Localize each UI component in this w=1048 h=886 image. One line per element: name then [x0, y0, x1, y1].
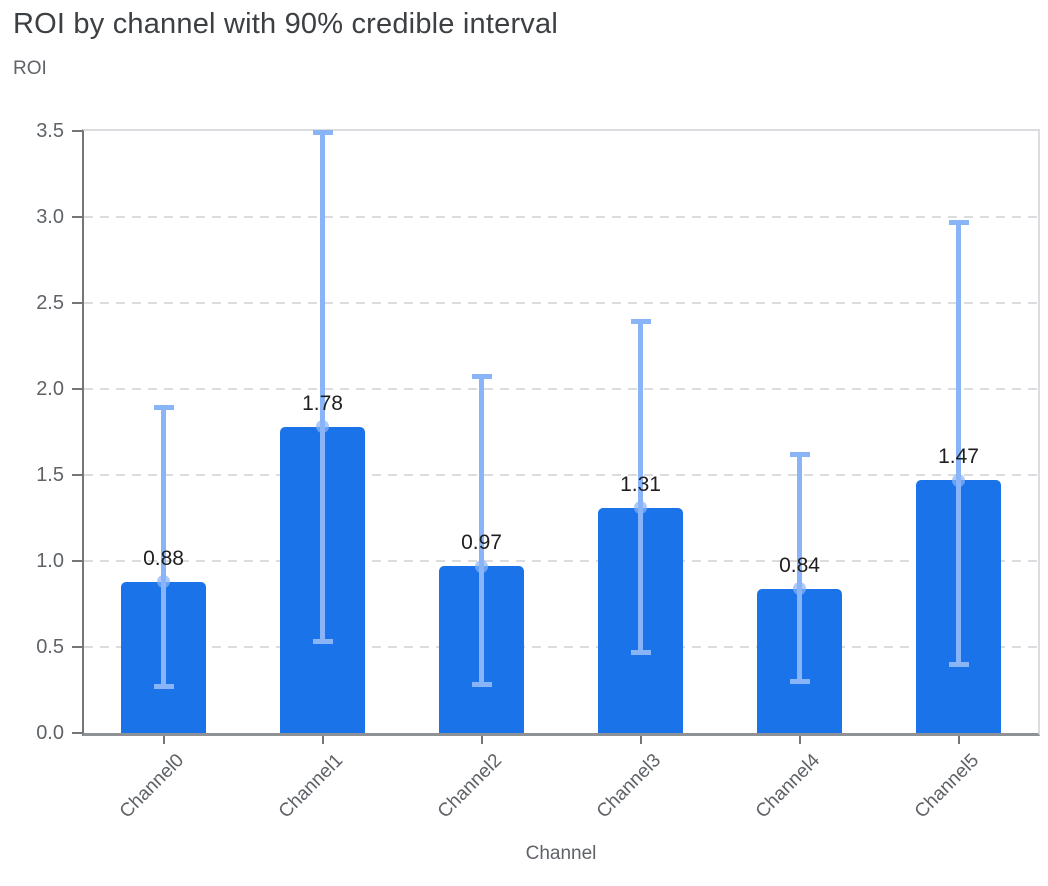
error-cap-top: [471, 374, 492, 380]
x-axis-tick: [480, 736, 483, 744]
chart-title: ROI by channel with 90% credible interva…: [13, 8, 558, 40]
mean-dot: [634, 501, 647, 515]
value-label: 0.88: [143, 546, 184, 570]
value-label: 0.97: [461, 531, 502, 555]
value-label: 1.31: [620, 472, 661, 496]
mean-dot: [793, 582, 806, 596]
error-bar-line: [797, 454, 802, 682]
x-tick-label: Channel4: [751, 750, 825, 823]
value-label: 1.78: [302, 391, 343, 415]
x-axis-tick: [798, 736, 801, 744]
y-tick-label: 2.5: [36, 292, 64, 314]
error-bar-line: [479, 376, 484, 685]
y-tick-label: 3.5: [36, 120, 64, 142]
error-cap-top: [948, 219, 969, 225]
error-bar-line: [638, 321, 643, 653]
y-tick-label: 1.5: [36, 464, 64, 486]
x-tick-label: Channel0: [115, 750, 189, 823]
y-tick-label: 2.0: [36, 378, 64, 400]
error-cap-bottom: [312, 639, 333, 645]
plot-area: 0.0 0.5 1.0 1.5 2.0 2.5 3.0 3.5 0.88 Channel0 1.78…: [36, 120, 1040, 822]
y-tick-label: 1.0: [36, 550, 64, 572]
x-axis-tick: [957, 736, 960, 744]
y-axis-tick: [72, 560, 82, 562]
x-tick-label: Channel3: [592, 750, 666, 823]
error-cap-top: [312, 130, 333, 136]
gridline: [84, 646, 1038, 648]
error-cap-top: [630, 319, 651, 325]
gridline: [84, 216, 1038, 218]
y-axis-tick: [72, 388, 82, 390]
mean-dot: [475, 559, 488, 573]
y-axis-tick: [72, 646, 82, 648]
x-axis-tick: [162, 736, 165, 744]
gridline: [84, 560, 1038, 562]
error-bar-line: [956, 222, 961, 665]
gridline: [84, 302, 1038, 304]
error-cap-top: [789, 451, 810, 457]
mean-dot: [952, 473, 965, 487]
gridline: [84, 474, 1038, 476]
y-axis-tick: [72, 732, 82, 734]
x-axis-title: Channel: [525, 843, 597, 864]
error-cap-bottom: [630, 649, 651, 655]
y-tick-label: 3.0: [36, 206, 64, 228]
value-label: 0.84: [779, 553, 820, 577]
error-cap-bottom: [153, 684, 174, 690]
x-tick-label: Channel1: [274, 750, 348, 823]
x-tick-label: Channel5: [910, 750, 984, 823]
error-bar-line: [320, 132, 325, 642]
y-axis-tick: [72, 216, 82, 218]
value-label: 1.47: [938, 445, 979, 469]
y-axis-tick: [72, 474, 82, 476]
error-cap-bottom: [789, 678, 810, 684]
y-axis-tick: [72, 130, 82, 132]
mean-dot: [316, 420, 329, 434]
y-tick-label: 0.5: [36, 636, 64, 658]
error-cap-bottom: [471, 682, 492, 688]
error-bar-line: [161, 407, 166, 687]
error-cap-bottom: [948, 661, 969, 667]
x-axis-tick: [639, 736, 642, 744]
y-axis-tick: [72, 302, 82, 304]
y-tick-label: 0.0: [36, 722, 64, 744]
y-axis-title: ROI: [13, 58, 47, 79]
mean-dot: [157, 575, 170, 589]
gridline: [84, 388, 1038, 390]
error-cap-top: [153, 405, 174, 411]
x-axis-tick: [321, 736, 324, 744]
x-tick-label: Channel2: [433, 750, 507, 823]
